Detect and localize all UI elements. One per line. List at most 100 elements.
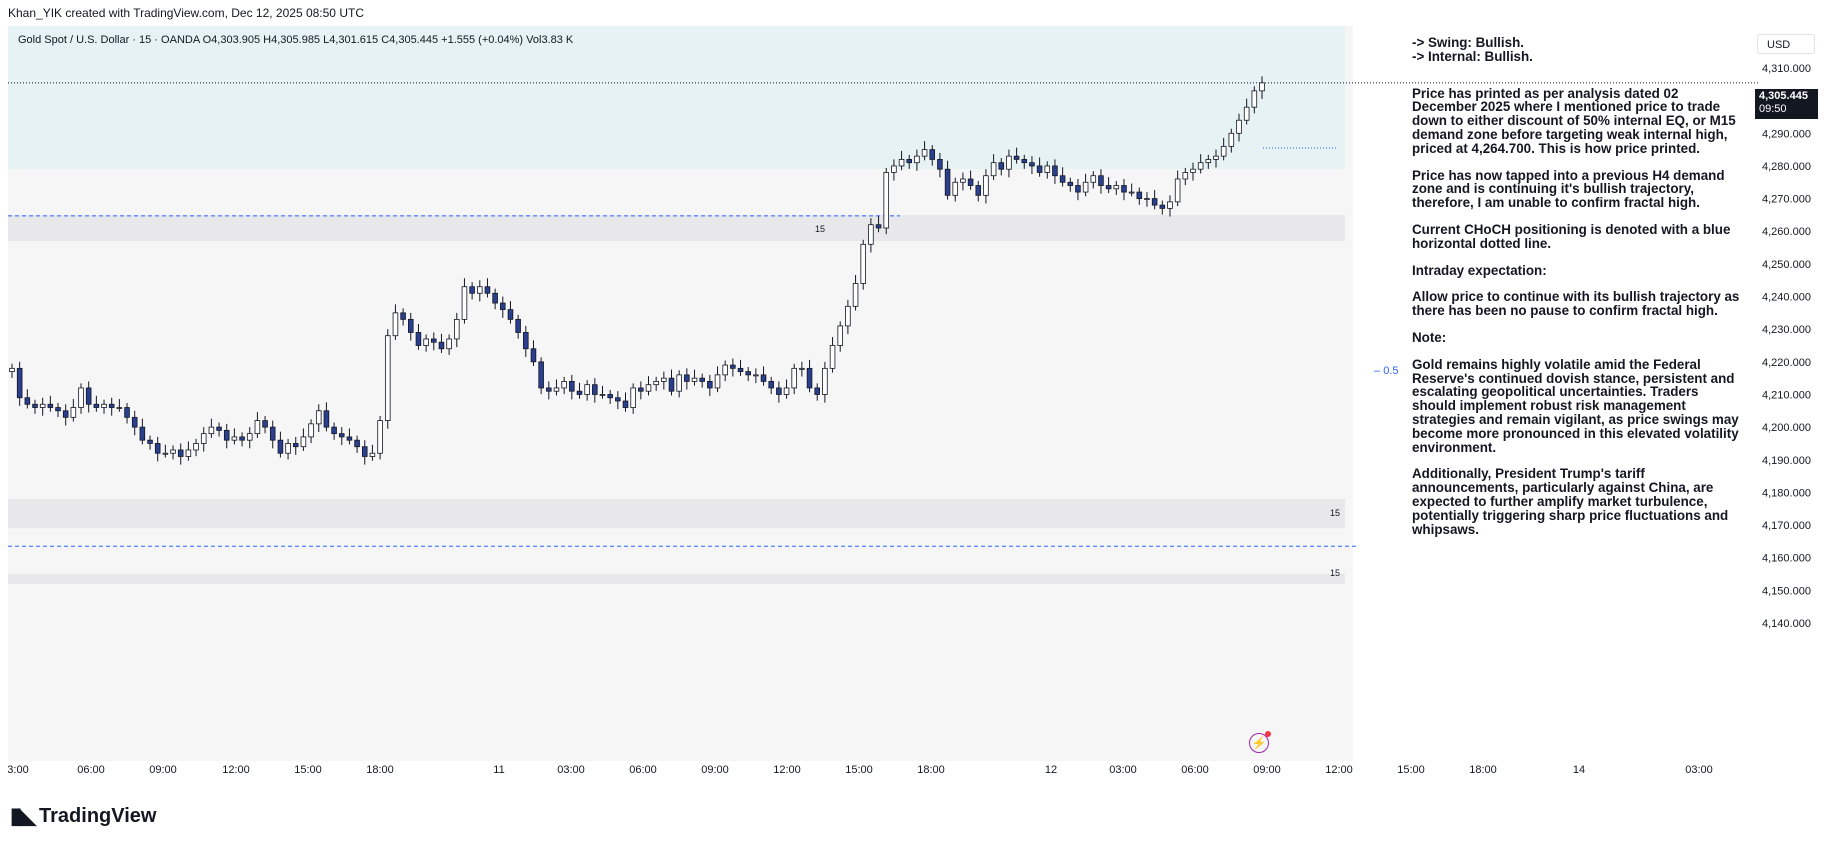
candle-body xyxy=(507,309,514,320)
candle-body xyxy=(216,426,222,431)
y-tick-label: 4,240.000 xyxy=(1762,292,1811,304)
candle-body xyxy=(1075,185,1081,193)
x-tick-label: 15:00 xyxy=(845,764,873,776)
candle-body xyxy=(776,387,782,395)
candle-body xyxy=(868,224,874,245)
candle-body xyxy=(845,305,851,327)
candle-body xyxy=(799,367,805,370)
candle-body xyxy=(193,443,199,451)
lightning-icon[interactable]: ⚡ xyxy=(1249,731,1271,753)
candle-body xyxy=(400,312,406,320)
candle-body xyxy=(1105,185,1112,190)
candle-body xyxy=(1044,165,1051,173)
candle-body xyxy=(254,420,261,435)
candle-body xyxy=(407,318,414,333)
candle-body xyxy=(722,364,728,376)
y-tick-label: 4,250.000 xyxy=(1762,259,1811,271)
y-tick-label: 4,220.000 xyxy=(1762,357,1811,369)
swing-bias: -> Swing: Bullish. xyxy=(1412,35,1524,50)
candle-body xyxy=(898,159,905,167)
candle-body xyxy=(1013,155,1020,160)
candle-body xyxy=(1029,162,1035,167)
zone-label-1: 15 xyxy=(1330,508,1340,518)
candle-body xyxy=(829,345,836,369)
candle-body xyxy=(246,433,253,441)
chart-area[interactable]: 1515154,310.0004,300.0004,290.0004,280.0… xyxy=(8,26,1823,788)
supply-zone xyxy=(8,26,1345,170)
candle-body xyxy=(760,374,767,382)
x-tick-label: 03:00 xyxy=(1109,764,1137,776)
x-tick-label: 06:00 xyxy=(1181,764,1209,776)
candle-body xyxy=(983,175,989,196)
candle-body xyxy=(200,433,207,444)
y-tick-label: 4,260.000 xyxy=(1762,226,1811,238)
notes-paragraph-1: Price has printed as per analysis dated … xyxy=(1412,85,1736,156)
candle-body xyxy=(837,325,843,346)
candle-body xyxy=(1174,178,1181,203)
notes-paragraph-5: Allow price to continue with its bullish… xyxy=(1412,289,1740,319)
candle-body xyxy=(592,384,598,395)
x-tick-label: 03:00 xyxy=(1685,764,1713,776)
candle-body xyxy=(223,429,230,441)
candle-body xyxy=(546,387,552,392)
candle-body xyxy=(975,185,982,196)
candle-body xyxy=(170,449,176,454)
candle-body xyxy=(699,377,705,382)
candle-body xyxy=(331,426,337,435)
candle-body xyxy=(55,407,61,412)
y-tick-label: 4,170.000 xyxy=(1762,520,1811,532)
candle-body xyxy=(70,407,77,418)
x-tick-label: 15:00 xyxy=(1397,764,1425,776)
candle-body xyxy=(576,390,583,395)
candle-body xyxy=(292,443,299,448)
candle-body xyxy=(883,172,890,229)
candle-body xyxy=(1182,172,1189,180)
x-tick-label: 06:00 xyxy=(77,764,105,776)
candle-body xyxy=(323,410,330,428)
candle-body xyxy=(684,374,690,382)
candle-body xyxy=(944,168,951,196)
x-tick-label: 15:00 xyxy=(294,764,322,776)
candle-body xyxy=(1190,168,1196,173)
y-tick-label: 4,310.000 xyxy=(1762,63,1811,75)
candle-body xyxy=(139,426,146,441)
candle-body xyxy=(101,403,107,408)
tradingview-mark-icon: ▮◣ xyxy=(10,803,36,828)
x-tick-label: 18:00 xyxy=(366,764,394,776)
candle-body xyxy=(967,178,974,186)
candle-body xyxy=(638,387,644,392)
notes-heading-note: Note: xyxy=(1412,329,1447,345)
x-tick-label: 03:00 xyxy=(557,764,585,776)
candle-body xyxy=(1036,165,1043,173)
candle-body xyxy=(415,332,422,346)
candle-body xyxy=(852,283,859,307)
currency-button[interactable]: USD xyxy=(1757,34,1815,54)
candle-body xyxy=(737,367,744,373)
candle-body xyxy=(124,407,130,418)
candle-body xyxy=(39,403,46,408)
candle-body xyxy=(1243,106,1250,121)
candle-body xyxy=(392,312,399,337)
candle-body xyxy=(668,377,675,392)
candle-body xyxy=(300,436,307,448)
candle-body xyxy=(239,436,245,441)
candle-body xyxy=(1006,155,1012,170)
candle-body xyxy=(791,367,797,389)
candle-body xyxy=(1113,185,1120,190)
fib-level-label: – 0.5 xyxy=(1374,365,1399,377)
candle-body xyxy=(9,367,15,373)
candle-body xyxy=(262,420,268,428)
candle-body xyxy=(85,387,92,405)
candle-body xyxy=(599,394,606,396)
candle-body xyxy=(1259,82,1265,92)
candle-body xyxy=(952,181,959,196)
candle-body xyxy=(891,165,897,173)
candle-body xyxy=(937,159,943,170)
price-chart[interactable]: 1515154,310.0004,300.0004,290.0004,280.0… xyxy=(8,26,1823,788)
y-tick-label: 4,180.000 xyxy=(1762,487,1811,499)
candle-body xyxy=(661,377,667,382)
candle-body xyxy=(177,449,184,457)
candle-body xyxy=(78,387,84,408)
candle-body xyxy=(147,439,153,444)
candle-body xyxy=(346,436,353,441)
